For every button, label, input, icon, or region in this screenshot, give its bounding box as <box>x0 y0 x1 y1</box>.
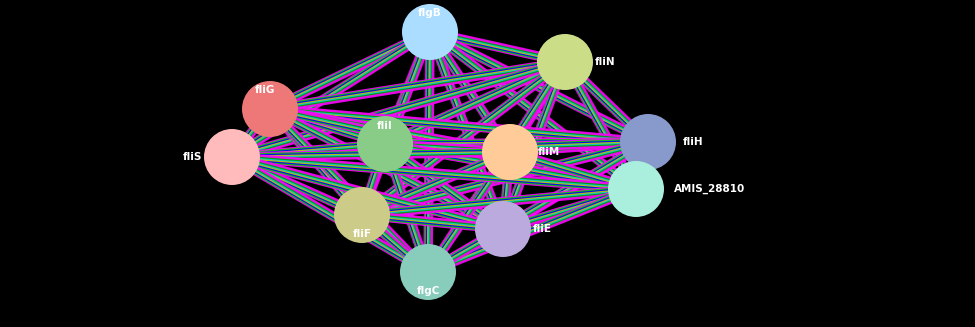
Circle shape <box>334 187 390 243</box>
Text: fliE: fliE <box>533 224 552 234</box>
Text: fliI: fliI <box>377 121 393 131</box>
Text: AMIS_28810: AMIS_28810 <box>674 184 745 194</box>
Circle shape <box>608 161 664 217</box>
Text: fliM: fliM <box>538 147 561 157</box>
Text: fliH: fliH <box>683 137 704 147</box>
Circle shape <box>402 4 458 60</box>
Text: fliF: fliF <box>353 229 371 239</box>
Circle shape <box>400 244 456 300</box>
Circle shape <box>357 116 413 172</box>
Text: fliG: fliG <box>254 85 275 95</box>
Circle shape <box>620 114 676 170</box>
Text: fliN: fliN <box>595 57 615 67</box>
Circle shape <box>482 124 538 180</box>
Text: fliS: fliS <box>182 152 202 162</box>
Circle shape <box>537 34 593 90</box>
Circle shape <box>242 81 298 137</box>
Text: flgC: flgC <box>416 286 440 296</box>
Text: flgB: flgB <box>418 8 442 18</box>
Circle shape <box>475 201 531 257</box>
Circle shape <box>204 129 260 185</box>
